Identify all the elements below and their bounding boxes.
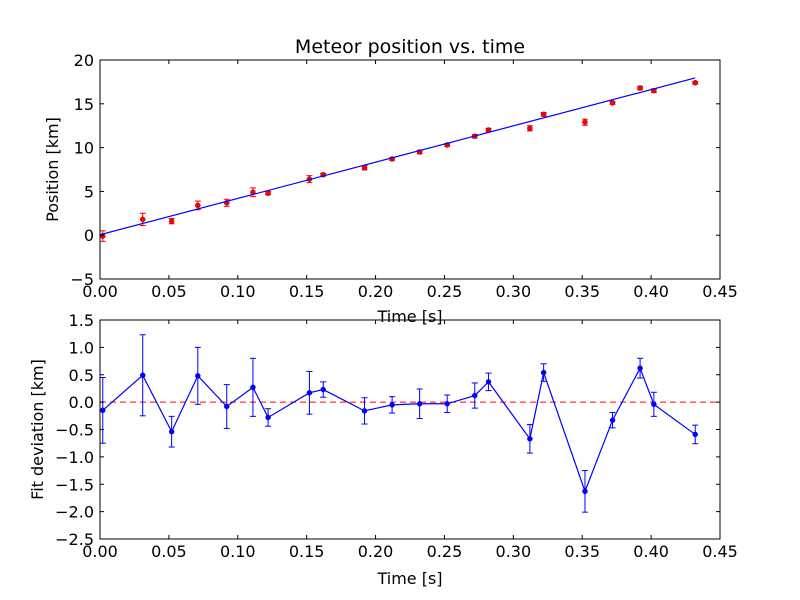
x-tick-label: 0.25 bbox=[427, 282, 463, 301]
data-point bbox=[637, 365, 643, 371]
y-tick-label: 20 bbox=[74, 51, 94, 70]
y-tick-label: −5 bbox=[70, 270, 94, 289]
x-tick-label: 0.40 bbox=[633, 542, 669, 561]
y-axis-label: Position [km] bbox=[43, 117, 62, 222]
y-tick-label: −0.5 bbox=[55, 421, 94, 440]
deviation-marks bbox=[99, 334, 720, 513]
data-point bbox=[168, 218, 175, 224]
data-point bbox=[195, 202, 201, 209]
data-point bbox=[485, 379, 492, 385]
data-point bbox=[306, 390, 313, 396]
data-point bbox=[609, 100, 616, 106]
data-point bbox=[444, 401, 450, 407]
data-point bbox=[139, 216, 146, 223]
data-point bbox=[265, 414, 271, 421]
y-tick-label: 1.5 bbox=[69, 311, 94, 330]
x-tick-label: 0.10 bbox=[220, 542, 256, 561]
x-tick-label: 0.00 bbox=[82, 542, 118, 561]
y-tick-label: −1.5 bbox=[55, 475, 94, 494]
x-tick-label: 0.30 bbox=[496, 282, 532, 301]
x-tick-label: 0.05 bbox=[151, 282, 187, 301]
data-point bbox=[139, 372, 146, 379]
data-point bbox=[540, 369, 547, 376]
chart-title: Meteor position vs. time bbox=[295, 36, 525, 58]
data-point bbox=[692, 431, 698, 438]
data-point bbox=[416, 401, 423, 407]
x-tick-label: 0.40 bbox=[633, 282, 669, 301]
data-point bbox=[320, 386, 326, 393]
data-point bbox=[389, 402, 395, 408]
position-ticks: 0.00 0.05 0.10 0.15 0.20 0.25 0.30 0.35 0.40 0.45… bbox=[70, 51, 737, 301]
x-tick-label: 0.20 bbox=[358, 542, 394, 561]
x-tick-label: 0.45 bbox=[702, 542, 738, 561]
x-tick-label: 0.05 bbox=[151, 542, 187, 561]
data-point bbox=[361, 408, 368, 414]
x-tick-label: 0.00 bbox=[82, 282, 118, 301]
x-axis-label: Time [s] bbox=[376, 569, 442, 588]
y-tick-label: 0.0 bbox=[69, 393, 94, 412]
data-point bbox=[250, 384, 256, 391]
position-axes-frame bbox=[99, 59, 721, 280]
x-tick-label: 0.45 bbox=[702, 282, 738, 301]
y-tick-label: 15 bbox=[74, 95, 94, 114]
x-tick-label: 0.10 bbox=[220, 282, 256, 301]
data-point bbox=[582, 488, 588, 495]
y-tick-label: 0.5 bbox=[69, 366, 94, 385]
x-tick-label: 0.15 bbox=[289, 542, 325, 561]
y-tick-label: 0 bbox=[84, 226, 94, 245]
x-tick-label: 0.25 bbox=[427, 542, 463, 561]
y-axis-label: Fit deviation [km] bbox=[28, 359, 47, 500]
data-point bbox=[527, 125, 533, 132]
data-point bbox=[540, 111, 547, 118]
data-point bbox=[582, 119, 588, 125]
deviation-line bbox=[102, 366, 696, 494]
fit-line bbox=[99, 77, 696, 236]
data-point bbox=[224, 403, 230, 410]
y-tick-label: 10 bbox=[74, 139, 94, 158]
x-tick-label: 0.15 bbox=[289, 282, 325, 301]
x-axis-label: Time [s] bbox=[376, 307, 442, 326]
deviation-chart: 0.00 0.05 0.10 0.15 0.20 0.25 0.30 0.35 0.40 0.45… bbox=[28, 311, 738, 588]
y-tick-label: −2.5 bbox=[55, 530, 94, 549]
y-tick-label: 1.0 bbox=[69, 338, 94, 357]
data-point bbox=[472, 392, 478, 399]
y-tick-label: −2.0 bbox=[55, 503, 94, 522]
data-point bbox=[609, 417, 616, 423]
x-tick-label: 0.30 bbox=[496, 542, 532, 561]
position-marks bbox=[99, 77, 699, 242]
data-point bbox=[692, 80, 698, 86]
data-point bbox=[168, 428, 175, 435]
y-tick-label: 5 bbox=[84, 182, 94, 201]
data-point bbox=[100, 407, 106, 414]
y-tick-label: −1.0 bbox=[55, 448, 94, 467]
x-tick-label: 0.20 bbox=[358, 282, 394, 301]
data-point bbox=[651, 401, 657, 408]
data-point bbox=[527, 436, 533, 442]
x-tick-label: 0.35 bbox=[564, 542, 600, 561]
data-point bbox=[195, 373, 201, 379]
x-tick-label: 0.35 bbox=[564, 282, 600, 301]
deviation-ticks: 0.00 0.05 0.10 0.15 0.20 0.25 0.30 0.35 0.40 0.45… bbox=[55, 311, 738, 561]
position-chart: Meteor position vs. time 0.00 0.05 0.10 0.1… bbox=[43, 36, 738, 326]
data-point bbox=[637, 85, 643, 91]
